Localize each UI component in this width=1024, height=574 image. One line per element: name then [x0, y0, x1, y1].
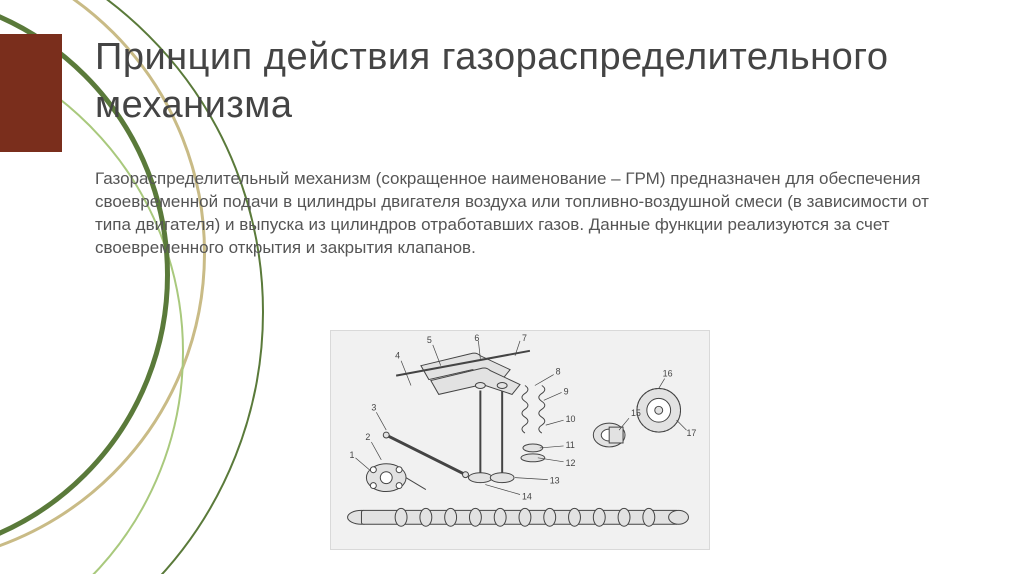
part-label: 13	[550, 476, 560, 486]
part-label: 5	[427, 335, 432, 345]
camshaft-part	[348, 508, 689, 526]
flange-part	[366, 464, 425, 492]
valve-part	[468, 390, 492, 482]
spring-part	[539, 386, 545, 434]
part-label: 10	[566, 414, 576, 424]
retainer-part	[521, 454, 545, 462]
part-label: 1	[350, 450, 355, 460]
header-accent-bar	[0, 34, 62, 152]
bushing-part	[593, 423, 625, 447]
part-label: 11	[566, 440, 575, 450]
keeper-part	[475, 383, 485, 389]
presentation-slide: Принцип действия газораспределительного …	[0, 0, 1024, 574]
slide-title: Принцип действия газораспределительного …	[95, 34, 965, 129]
slide-body-text: Газораспределительный механизм (сокращен…	[95, 168, 930, 260]
part-label: 7	[522, 333, 527, 343]
part-label: 17	[686, 428, 696, 438]
timing-gear-part	[637, 388, 681, 432]
keeper-part	[497, 383, 507, 389]
part-label: 4	[395, 351, 400, 361]
part-label: 14	[522, 491, 532, 501]
part-label: 2	[365, 432, 370, 442]
part-label: 6	[474, 333, 479, 343]
part-label: 16	[663, 369, 673, 379]
valve-part	[490, 390, 514, 482]
part-label: 12	[566, 458, 576, 468]
part-label: 8	[556, 367, 561, 377]
spring-part	[522, 386, 528, 434]
part-label: 15	[631, 408, 641, 418]
part-label: 3	[371, 402, 376, 412]
technical-diagram: 1 2 3 4 5 6 7 8 9 10 11 12 13 14 15 16 1…	[330, 330, 710, 550]
part-label: 9	[564, 386, 569, 396]
